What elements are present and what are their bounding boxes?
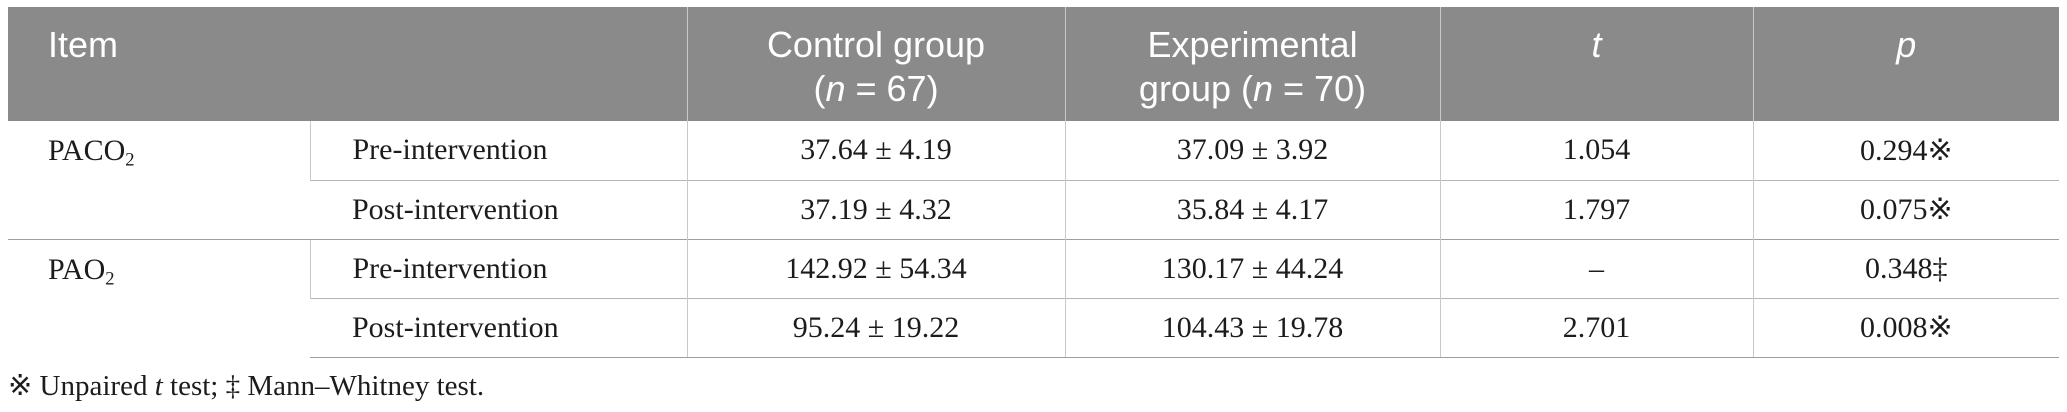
item-cell-paco2: PACO2 — [8, 121, 310, 239]
control-value-cell: 142.92 ± 54.34 — [686, 238, 1066, 298]
col-header-experimental-group: Experimental group (n = 70) — [1064, 7, 1441, 121]
experimental-n-open: group ( — [1138, 68, 1253, 109]
phase-cell: Pre-intervention — [309, 121, 688, 180]
table-footnote: ※ Unpaired t test; ‡ Mann–Whitney test. — [8, 368, 484, 403]
item-subscript: 2 — [125, 149, 135, 171]
t-value-cell: – — [1439, 238, 1754, 298]
table-row-paco2-post: Post-intervention 37.19 ± 4.32 35.84 ± 4… — [8, 179, 2060, 239]
phase-cell: Pre-intervention — [309, 238, 688, 298]
control-group-title: Control group — [766, 24, 986, 65]
col-header-item: Item — [8, 7, 688, 121]
phase-cell: Post-intervention — [310, 297, 688, 358]
control-value-cell: 37.64 ± 4.19 — [686, 121, 1066, 180]
experimental-value-cell: 130.17 ± 44.24 — [1064, 238, 1441, 298]
experimental-n-value: = 70) — [1273, 68, 1367, 109]
footnote-part1: ※ Unpaired — [8, 370, 155, 402]
p-value-cell: 0.008※ — [1752, 297, 2060, 358]
p-value-cell: 0.294※ — [1752, 121, 2060, 180]
table-row-pao2-pre: PAO2 Pre-intervention 142.92 ± 54.34 130… — [8, 238, 2060, 357]
col-header-t-statistic: t — [1439, 7, 1754, 121]
experimental-value-cell: 37.09 ± 3.92 — [1064, 121, 1441, 180]
header-row: Item Control group (n = 67) Experimental… — [8, 7, 2060, 121]
control-n-symbol: n — [825, 68, 846, 109]
p-header-label: p — [1896, 24, 1917, 65]
t-value-cell: 2.701 — [1439, 297, 1754, 358]
experimental-value-cell: 35.84 ± 4.17 — [1064, 179, 1441, 239]
t-header-label: t — [1591, 24, 1602, 65]
footnote-t-symbol: t — [154, 370, 163, 402]
col-header-p-value: p — [1752, 7, 2060, 121]
t-value-cell: 1.797 — [1439, 179, 1754, 239]
item-label: PAO — [48, 252, 106, 286]
control-value-cell: 37.19 ± 4.32 — [686, 179, 1066, 239]
control-value-cell: 95.24 ± 19.22 — [686, 297, 1066, 358]
p-value-cell: 0.075※ — [1752, 179, 2060, 239]
experimental-n-symbol: n — [1253, 68, 1274, 109]
stats-table: Item Control group (n = 67) Experimental… — [8, 7, 2060, 358]
item-subscript: 2 — [105, 268, 115, 290]
item-cell-pao2: PAO2 — [8, 238, 310, 357]
item-label: PACO — [48, 134, 126, 167]
phase-cell: Post-intervention — [310, 179, 688, 239]
control-n-open: ( — [813, 68, 826, 109]
experimental-group-line1: Experimental — [1147, 24, 1358, 65]
col-header-control-group: Control group (n = 67) — [686, 7, 1066, 121]
t-value-cell: 1.054 — [1439, 121, 1754, 180]
table-row-pao2-post: Post-intervention 95.24 ± 19.22 104.43 ±… — [8, 297, 2060, 358]
footnote-part2: test; ‡ Mann–Whitney test. — [162, 370, 485, 402]
p-value-cell: 0.348‡ — [1752, 238, 2060, 298]
item-header-label: Item — [48, 24, 119, 65]
control-n-value: = 67) — [845, 68, 939, 109]
experimental-value-cell: 104.43 ± 19.78 — [1064, 297, 1441, 358]
table-row-paco2-pre: PACO2 Pre-intervention 37.64 ± 4.19 37.0… — [8, 121, 2060, 239]
